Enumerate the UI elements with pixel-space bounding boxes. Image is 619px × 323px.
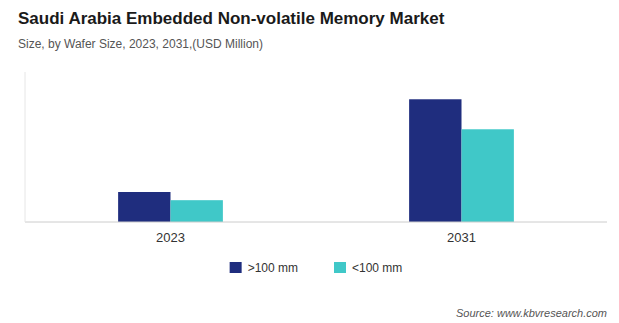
legend-label: <100 mm	[352, 261, 402, 275]
legend-item: <100 mm	[334, 261, 402, 275]
x-tick-label: 2023	[156, 230, 185, 245]
bar	[409, 99, 461, 222]
background	[0, 0, 619, 323]
bars	[118, 99, 514, 222]
x-axis-line	[25, 222, 607, 223]
legend-item: >100 mm	[230, 261, 298, 275]
legend-label: >100 mm	[248, 261, 298, 275]
chart: Saudi Arabia Embedded Non-volatile Memor…	[0, 0, 619, 323]
bar	[462, 129, 514, 222]
title: Saudi Arabia Embedded Non-volatile Memor…	[18, 9, 445, 28]
source: Source: www.kbvresearch.com	[456, 307, 607, 319]
bar	[118, 192, 170, 222]
x-tick-label: 2031	[447, 230, 476, 245]
subtitle: Size, by Wafer Size, 2023, 2031,(USD Mil…	[18, 37, 263, 51]
legend-swatch	[230, 262, 242, 273]
y-axis-line	[25, 72, 26, 222]
bar	[171, 200, 223, 222]
legend: >100 mm <100 mm	[230, 261, 403, 275]
legend-swatch	[334, 262, 346, 273]
